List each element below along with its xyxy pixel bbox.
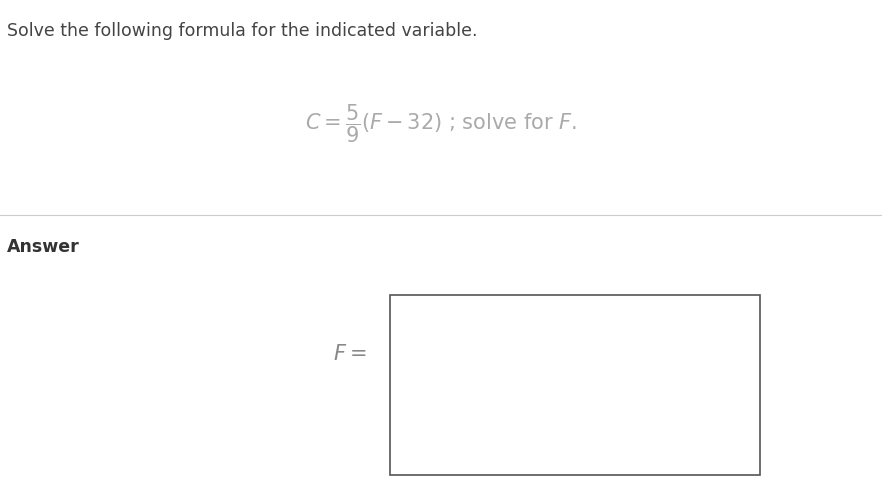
Bar — [390, 295, 760, 475]
Text: Answer: Answer — [7, 238, 79, 255]
Text: Solve the following formula for the indicated variable.: Solve the following formula for the indi… — [7, 22, 477, 40]
Text: $F =$: $F =$ — [333, 344, 366, 364]
Text: $C = \dfrac{5}{9}(F - 32)$ ; solve for $F$.: $C = \dfrac{5}{9}(F - 32)$ ; solve for $… — [305, 102, 577, 145]
